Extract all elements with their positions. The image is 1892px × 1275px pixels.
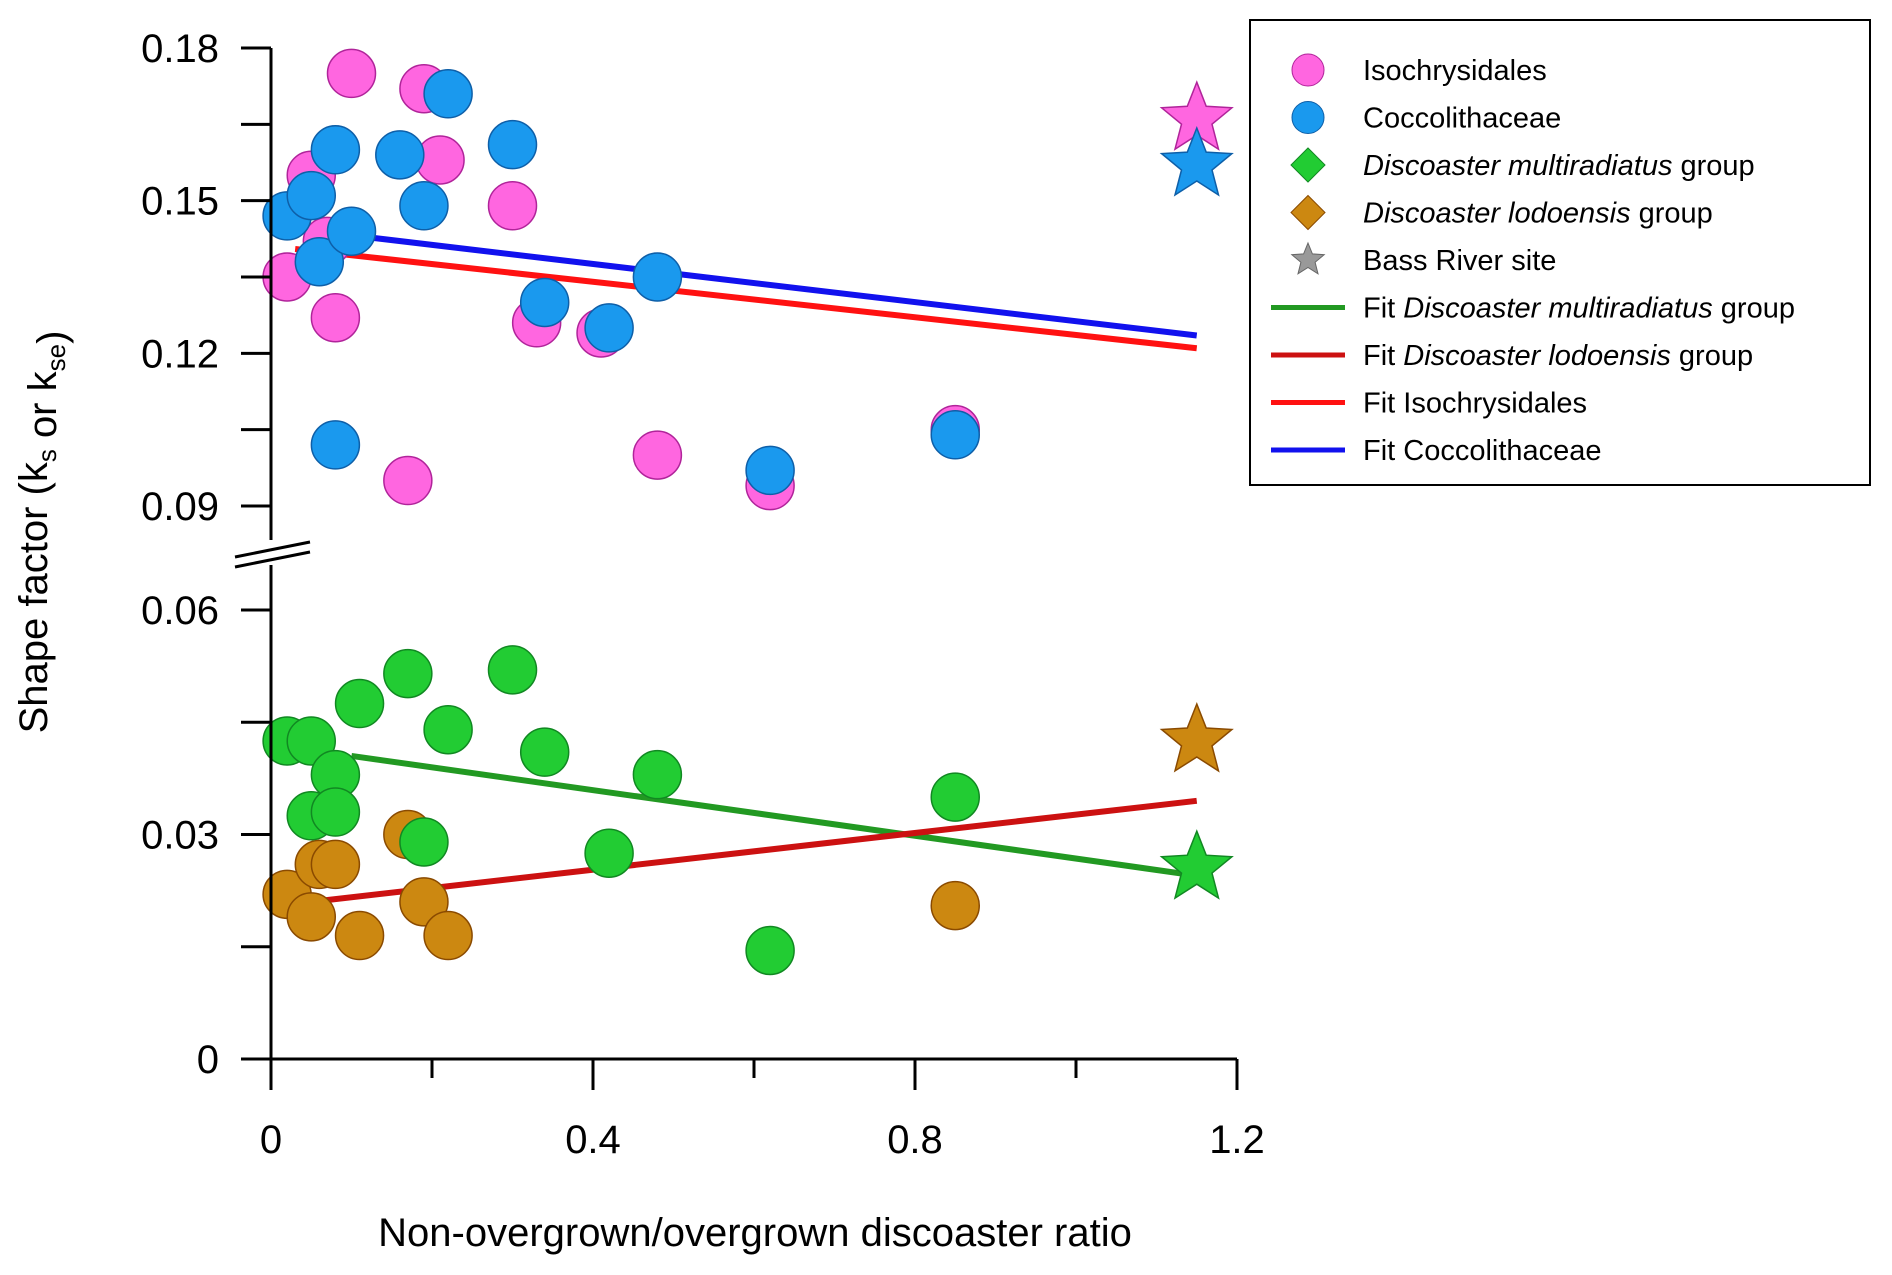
legend-label: Discoaster multiradiatus group [1363, 150, 1755, 182]
legend-label-part: Discoaster multiradiatus [1403, 293, 1712, 325]
data-point [383, 648, 433, 699]
y-title-part: s [32, 449, 62, 462]
data-point [632, 749, 683, 800]
data-point [487, 180, 538, 231]
data-point [632, 430, 683, 480]
data-point [294, 236, 345, 287]
data-point [584, 303, 634, 353]
data-point [334, 678, 385, 729]
data-point [286, 892, 336, 942]
data-point [310, 420, 361, 470]
data-point [930, 772, 980, 822]
data-point [487, 645, 538, 695]
data-point [423, 704, 473, 755]
legend-label: Fit Coccolithaceae [1363, 435, 1602, 467]
legend-label-part: Discoaster multiradiatus [1363, 150, 1672, 182]
fit-line [310, 797, 1198, 905]
legend-label-part: Fit [1363, 293, 1403, 325]
legend-label: Bass River site [1363, 245, 1556, 277]
legend-label: Fit Isochrysidales [1363, 388, 1587, 420]
legend: Isochrysidales Coccolithaceae Discoaster m… [1249, 19, 1871, 486]
legend-label: Fit Discoaster multiradiatus group [1363, 293, 1795, 325]
data-point [326, 48, 377, 99]
data-point [745, 925, 795, 976]
y-tick-label: 0.06 [141, 589, 219, 633]
data-point [375, 130, 425, 180]
legend-star-icon [1290, 241, 1326, 275]
y-title-part: Shape factor (k [12, 461, 56, 733]
legend-label: Isochrysidales [1363, 55, 1547, 87]
data-point [286, 170, 336, 221]
y-tick-label: 0.12 [141, 332, 219, 376]
x-tick-label: 0 [260, 1118, 282, 1162]
data-point [326, 206, 377, 256]
bass-river-stars [1159, 80, 1234, 900]
data-point [745, 445, 795, 496]
x-tick-label: 0.8 [887, 1118, 943, 1162]
legend-diamond-icon [1290, 147, 1326, 183]
data-point [310, 839, 361, 890]
data-point [399, 877, 449, 927]
data-point [930, 410, 980, 460]
legend-label: Fit Discoaster lodoensis group [1363, 340, 1753, 372]
legend-label-part: Fit [1363, 340, 1403, 372]
y-tick-label: 0.09 [141, 485, 219, 529]
y-title-part: or k [21, 370, 65, 449]
y-tick-label: 0.03 [141, 814, 219, 858]
data-point [310, 125, 361, 175]
data-point [310, 292, 361, 343]
data-point [930, 880, 980, 931]
data-point [334, 910, 385, 961]
data-point [310, 787, 361, 837]
axes: 0 0.03 0.06 0.09 0.12 0.15 0.18 0 0.4 0.8 1.2 [141, 27, 1265, 1162]
axis-break-mark-1 [234, 540, 311, 559]
bass-river-star [1159, 701, 1234, 773]
fit-line [294, 246, 1198, 352]
legend-label-part: group [1672, 150, 1754, 182]
axis-break-mark-2 [234, 550, 311, 569]
legend-label-part: group [1671, 340, 1753, 372]
data-point [519, 727, 570, 777]
legend-circle-icon [1291, 101, 1325, 134]
data-point [423, 69, 473, 119]
data-point [632, 252, 683, 302]
x-tick-label: 1.2 [1209, 1118, 1265, 1162]
data-point [584, 828, 634, 878]
bass-river-star [1159, 829, 1234, 900]
data-point [399, 180, 449, 231]
data-point [487, 119, 538, 170]
y-axis-title: Shape factor (ks or kse) [12, 331, 74, 734]
data-point [519, 277, 570, 328]
x-axis-title: Non-overgrown/overgrown discoaster ratio [378, 1211, 1132, 1255]
legend-label-part: Discoaster lodoensis [1363, 198, 1631, 230]
fit-line [294, 225, 1198, 339]
legend-label-part: group [1631, 198, 1713, 230]
data-point [399, 817, 449, 867]
fit-lines [294, 225, 1198, 905]
data-point [286, 716, 336, 766]
legend-box [1249, 19, 1871, 486]
legend-label-part: group [1713, 293, 1795, 325]
legend-label: Coccolithaceae [1363, 103, 1561, 135]
legend-label: Discoaster lodoensis group [1363, 198, 1713, 230]
x-tick-label: 0.4 [565, 1118, 621, 1162]
y-tick-label: 0.18 [141, 27, 219, 71]
data-point [423, 910, 473, 961]
legend-circle-icon [1291, 53, 1325, 87]
bass-river-star [1159, 125, 1234, 197]
fit-line [351, 752, 1198, 879]
legend-label-part: Discoaster lodoensis [1403, 340, 1671, 372]
y-title-part: se [41, 344, 71, 371]
y-title-part: ) [30, 331, 74, 344]
legend-diamond-icon [1290, 194, 1326, 231]
data-point [383, 455, 433, 506]
data-points [262, 48, 980, 976]
y-tick-label: 0 [197, 1038, 219, 1082]
y-tick-label: 0.15 [141, 180, 219, 224]
